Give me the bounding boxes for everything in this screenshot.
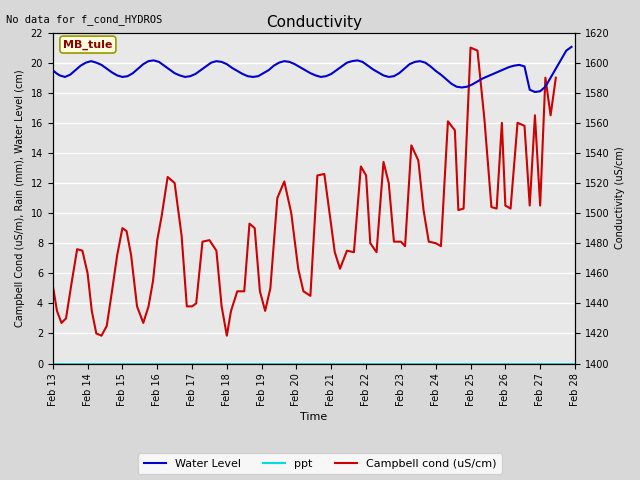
Title: Conductivity: Conductivity	[266, 15, 362, 30]
Text: MB_tule: MB_tule	[63, 39, 113, 50]
Legend: Water Level, ppt, Campbell cond (uS/cm): Water Level, ppt, Campbell cond (uS/cm)	[138, 453, 502, 474]
Y-axis label: Conductivity (uS/cm): Conductivity (uS/cm)	[615, 147, 625, 249]
Y-axis label: Campbell Cond (uS/m), Rain (mm), Water Level (cm): Campbell Cond (uS/m), Rain (mm), Water L…	[15, 69, 25, 327]
Text: No data for f_cond_HYDROS: No data for f_cond_HYDROS	[6, 14, 163, 25]
X-axis label: Time: Time	[300, 412, 328, 422]
